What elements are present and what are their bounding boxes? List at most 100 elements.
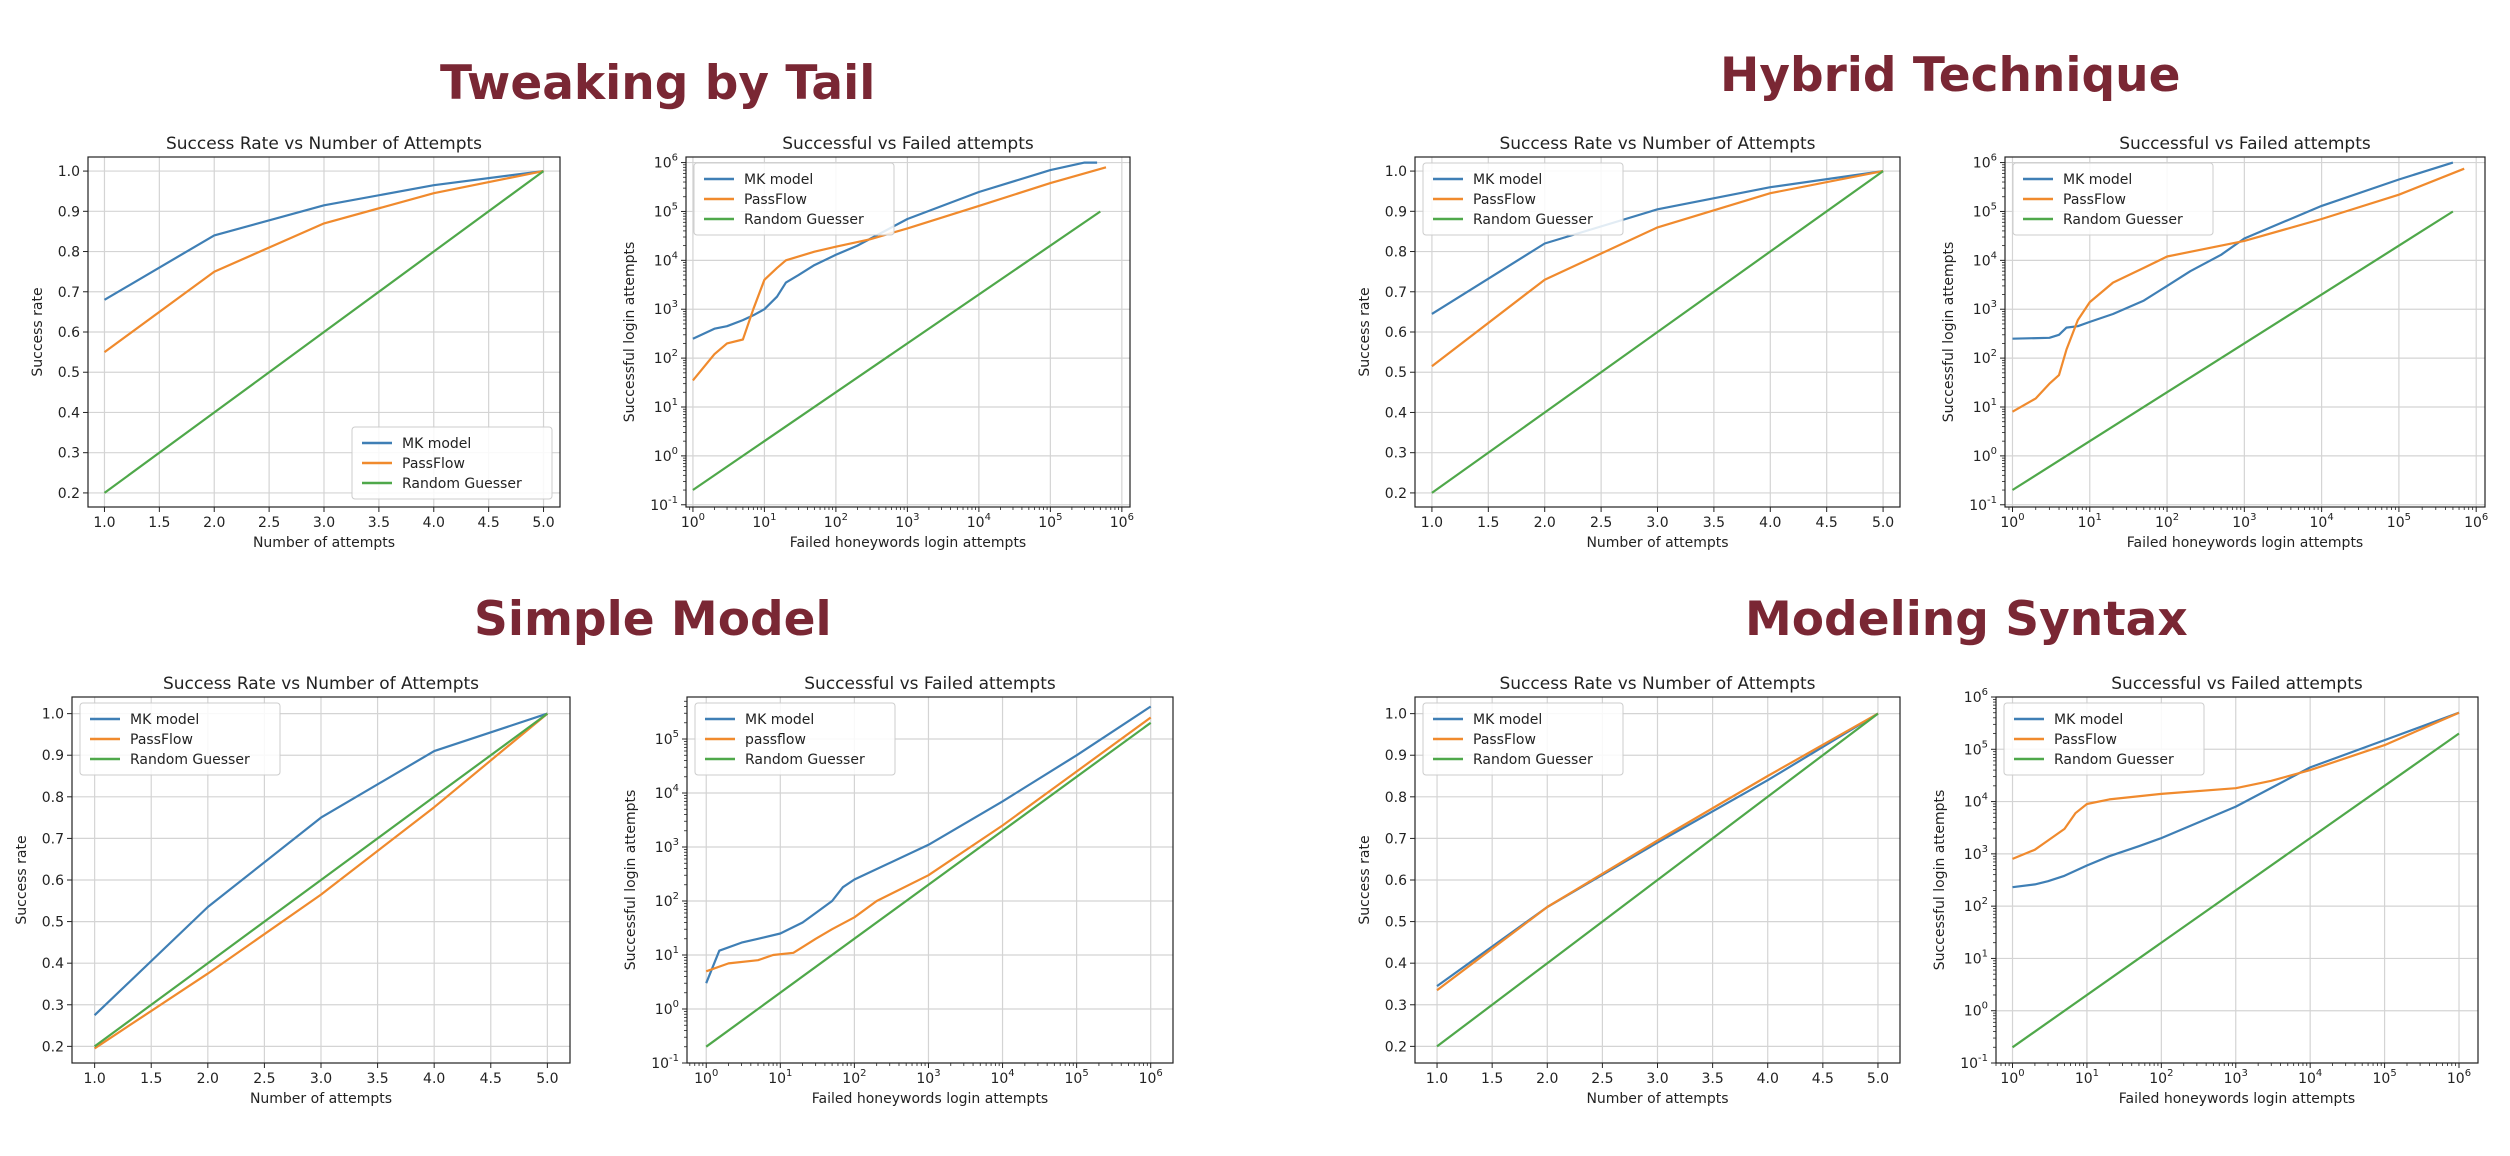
legend-entry: MK model [744,172,813,188]
y-tick-label: 102 [1973,348,1997,367]
y-tick-label: 106 [1973,153,1997,172]
y-tick-label: 0.5 [1385,365,1407,381]
x-tick-label: 1.0 [1426,1071,1448,1087]
y-axis-label: Successful login attempts [1932,790,1948,971]
legend: MK model PassFlow Random Guesser [1422,702,1624,776]
series-group [103,170,545,494]
x-tick-label: 1.5 [1481,1071,1503,1087]
legend: MK model PassFlow Random Guesser [351,426,553,500]
y-tick-label: 0.5 [58,365,80,381]
x-tick-label: 101 [752,512,776,531]
legend-entry: MK model [130,712,199,728]
legend-box [694,702,896,776]
x-tick-label: 4.5 [480,1071,502,1087]
series-line-mk-model [692,161,1098,340]
x-tick-label: 103 [2224,1068,2248,1087]
x-tick-label: 4.5 [1816,515,1838,531]
y-tick-label: 10-1 [1969,495,1997,514]
y-tick-label: 10-1 [1960,1053,1988,1072]
section-title-syntax: Modeling Syntax [1745,592,2188,647]
legend-entry: PassFlow [2063,192,2126,208]
grid [687,697,1173,1064]
series-line-mk-model [93,712,548,1016]
legend: MK model passflow Random Guesser [694,702,896,776]
x-tick-label: 5.0 [532,515,554,531]
legend-entry: PassFlow [402,456,465,472]
x-tick-label: 101 [2078,512,2102,531]
x-tick-label: 102 [842,1068,866,1087]
series-line-passflow [103,170,544,353]
legend-entry: Random Guesser [745,752,865,768]
y-tick-label: 100 [1973,446,1997,465]
x-tick-label: 104 [967,512,991,531]
series-line-random-guesser [1436,712,1879,1048]
series-line-mk-model [1431,170,1884,315]
y-axis-label: Success rate [1357,287,1373,376]
plot-frame [1414,156,1901,508]
series-line-mk-model [705,705,1152,984]
x-tick-label: 5.0 [536,1071,558,1087]
x-tick-label: 105 [2372,1068,2396,1087]
legend-entry: Random Guesser [1473,212,1593,228]
y-tick-label: 101 [1964,948,1988,967]
legend-box [693,162,895,236]
y-tick-label: 0.3 [1385,998,1407,1014]
tick-labels: 1.0 1.5 2.0 2.5 3.0 3.5 4.0 4.5 5.0 0.2 0.3 0.4 0.5 0… [58,164,555,531]
y-axis-label: Successful login attempts [622,242,638,423]
y-tick-label: 0.6 [42,873,64,889]
y-tick-label: 103 [1973,299,1997,318]
y-tick-label: 100 [1964,1001,1988,1020]
x-tick-label: 105 [1038,512,1062,531]
legend-entry: MK model [1473,172,1542,188]
legend-box [351,426,553,500]
chart-svg: 100 101 102 103 104 105 10610-1100101102103104… [623,674,1174,1107]
x-tick-label: 2.5 [253,1071,275,1087]
x-axis-label: Failed honeywords login attempts [790,535,1026,551]
legend-entry: MK model [2063,172,2132,188]
x-tick-label: 102 [2155,512,2179,531]
legend-entry: PassFlow [130,732,193,748]
series-line-mk-model [2012,161,2454,340]
y-tick-label: 10-1 [650,495,678,514]
chart-title: Successful vs Failed attempts [2119,134,2371,154]
legend-box [2012,162,2214,236]
x-tick-label: 100 [2000,512,2024,531]
y-tick-label: 0.2 [42,1039,64,1055]
y-tick-label: 0.6 [1385,325,1407,341]
chart-svg: 100 101 102 103 104 105 10610-1100101102103104… [622,134,1134,551]
y-tick-label: 106 [1964,687,1988,706]
x-tick-label: 101 [768,1068,792,1087]
chart-hybrid-log: 100 101 102 103 104 105 106 10-1 100 101 102 103 104… [1925,130,2495,560]
y-tick-label: 0.4 [1385,956,1407,972]
legend-entry: MK model [1473,712,1542,728]
y-tick-label: 101 [1973,397,1997,416]
x-tick-label: 103 [916,1068,940,1087]
y-tick-label: 0.4 [42,956,64,972]
chart-title: Successful vs Failed attempts [782,134,1034,154]
legend: MK model PassFlow Random Guesser [2012,162,2214,236]
section-title-tail: Tweaking by Tail [440,56,876,111]
x-tick-label: 103 [895,512,919,531]
y-tick-label: 104 [1973,250,1997,269]
x-tick-label: 3.5 [1701,1071,1723,1087]
series-line-random-guesser [692,210,1101,491]
x-tick-label: 1.5 [1477,515,1499,531]
x-tick-label: 104 [2310,512,2334,531]
x-tick-label: 2.0 [1534,515,1556,531]
series-line-passflow [2012,711,2460,860]
series-group [692,161,1107,491]
x-tick-label: 4.5 [1812,1071,1834,1087]
tick-labels: 100 101 102 103 104 105 106 10-1 100 101 102 103 104… [1960,687,2471,1087]
x-tick-label: 105 [1065,1068,1089,1087]
y-tick-label: 102 [1964,896,1988,915]
chart-tail-rate: 1.0 1.5 2.0 2.5 3.0 3.5 4.0 4.5 5.0 0.2 0.3 0.4 0.5 0… [0,130,580,560]
x-tick-label: 105 [2387,512,2411,531]
x-tick-label: 5.0 [1867,1071,1889,1087]
y-tick-label: 0.4 [1385,405,1407,421]
x-tick-label: 100 [694,1068,718,1087]
legend: MK model PassFlow Random Guesser [693,162,895,236]
x-axis-label: Number of attempts [250,1091,392,1107]
y-tick-label: 0.8 [1385,245,1407,261]
legend-entry: PassFlow [1473,732,1536,748]
x-tick-label: 3.5 [1703,515,1725,531]
